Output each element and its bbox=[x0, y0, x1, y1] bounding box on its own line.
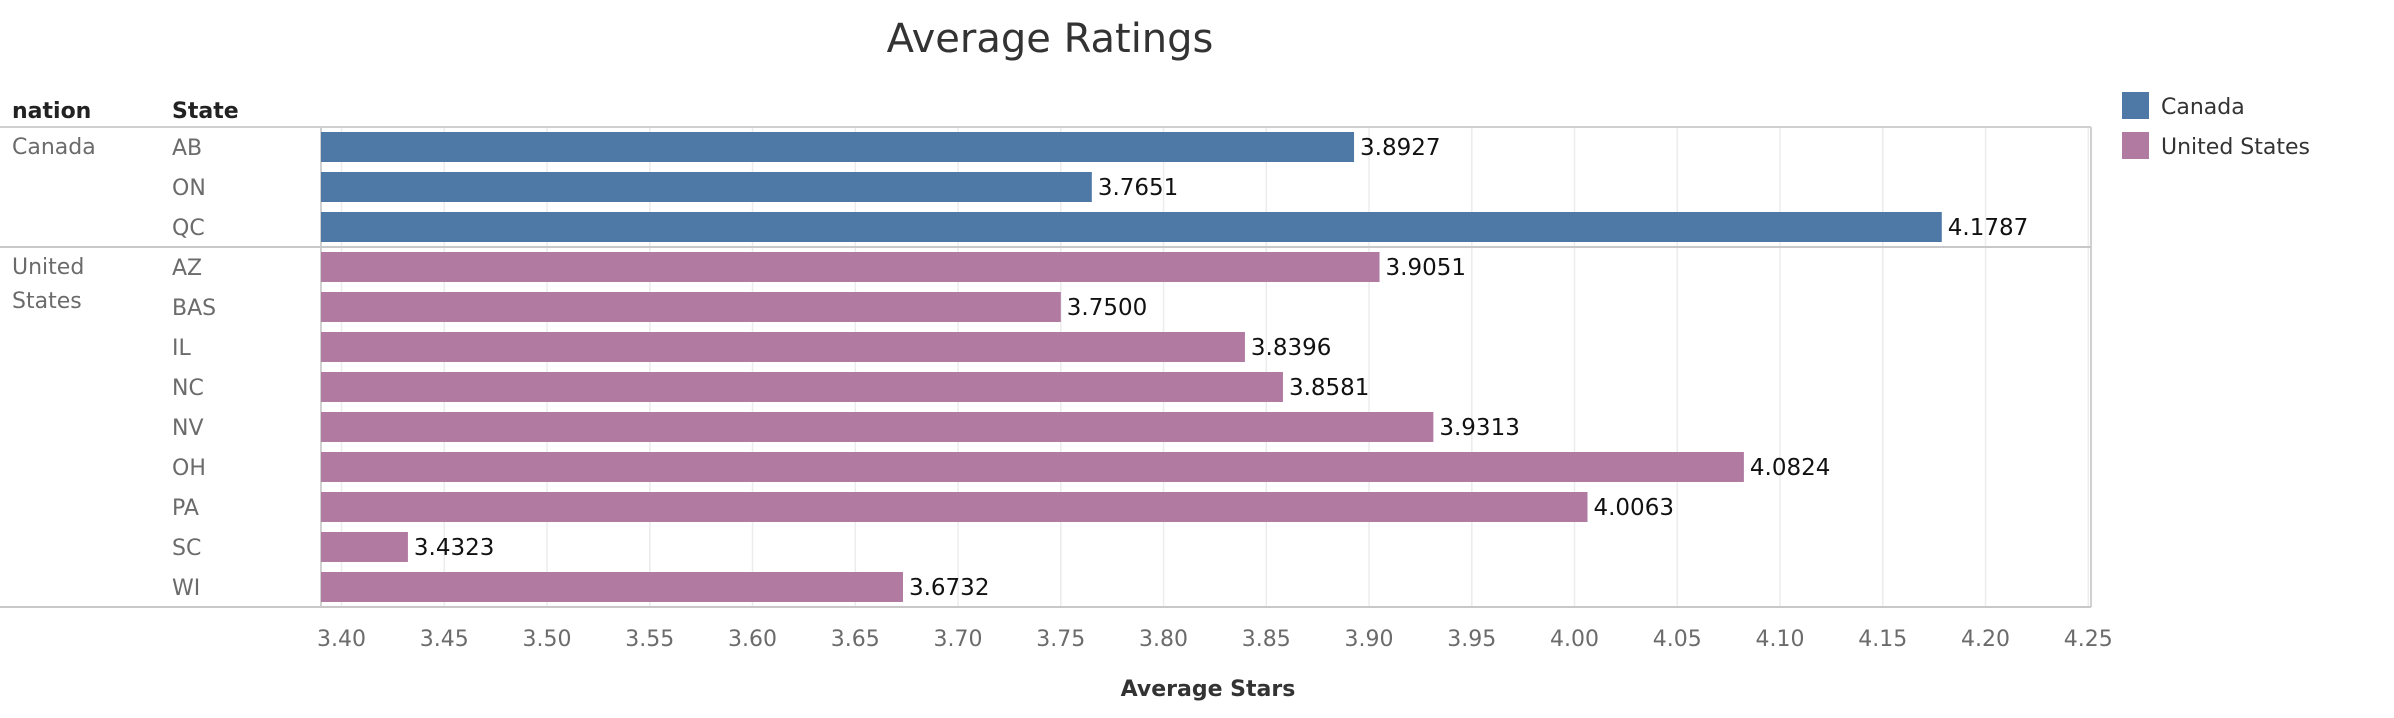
x-tick-label: 3.65 bbox=[831, 627, 880, 652]
data-label: 3.4323 bbox=[414, 535, 494, 561]
x-tick-label: 4.20 bbox=[1961, 627, 2010, 652]
state-label: NV bbox=[172, 416, 204, 441]
x-tick-label: 4.15 bbox=[1858, 627, 1907, 652]
x-tick-label: 3.75 bbox=[1036, 627, 1085, 652]
x-tick-label: 3.55 bbox=[625, 627, 674, 652]
x-tick-label: 3.60 bbox=[728, 627, 777, 652]
legend-label: United States bbox=[2161, 135, 2310, 160]
legend: Canada United States bbox=[2122, 92, 2310, 160]
x-tick-label: 4.00 bbox=[1550, 627, 1599, 652]
nation-label: United bbox=[12, 255, 84, 280]
x-tick-label: 3.50 bbox=[523, 627, 572, 652]
data-label: 3.8396 bbox=[1251, 335, 1331, 361]
data-label: 3.7651 bbox=[1098, 175, 1178, 201]
x-tick-label: 4.25 bbox=[2064, 627, 2113, 652]
bar bbox=[321, 132, 1355, 162]
state-label: PA bbox=[172, 496, 199, 521]
plot-frame bbox=[0, 126, 2092, 608]
data-label: 3.8927 bbox=[1360, 135, 1440, 161]
x-tick-label: 3.85 bbox=[1242, 627, 1291, 652]
legend-label: Canada bbox=[2161, 95, 2245, 120]
bar bbox=[321, 412, 1434, 442]
x-tick-label: 3.80 bbox=[1139, 627, 1188, 652]
state-label: NC bbox=[172, 376, 204, 401]
bar bbox=[321, 532, 408, 562]
chart-title: Average Ratings bbox=[887, 16, 1214, 62]
x-axis-title: Average Stars bbox=[1121, 677, 1296, 702]
bar bbox=[321, 492, 1588, 522]
x-tick-label: 3.95 bbox=[1447, 627, 1496, 652]
grid-lines bbox=[340, 127, 2090, 607]
bar bbox=[321, 452, 1744, 482]
data-label: 4.0824 bbox=[1750, 455, 1830, 481]
x-tick-label: 3.90 bbox=[1345, 627, 1394, 652]
data-label: 3.7500 bbox=[1067, 295, 1147, 321]
state-label: QC bbox=[172, 216, 205, 241]
bar bbox=[321, 172, 1092, 202]
state-label: AB bbox=[172, 136, 202, 161]
row-header-nation: nation bbox=[12, 99, 91, 124]
x-tick-label: 4.05 bbox=[1653, 627, 1702, 652]
row-header-state: State bbox=[172, 99, 239, 124]
bar bbox=[321, 212, 1942, 242]
x-tick-label: 3.70 bbox=[934, 627, 983, 652]
x-tick-label: 4.10 bbox=[1756, 627, 1805, 652]
bars: 3.8927 3.7651 4.1787 3.9051 3.7500 3.8396 3.85… bbox=[321, 132, 2028, 602]
state-label: ON bbox=[172, 176, 206, 201]
data-label: 4.1787 bbox=[1948, 215, 2028, 241]
state-label: WI bbox=[172, 576, 200, 601]
data-label: 3.9313 bbox=[1439, 415, 1519, 441]
legend-swatch bbox=[2122, 92, 2149, 119]
x-axis-ticks: 3.40 3.45 3.50 3.55 3.60 3.65 3.70 3.75 3.80 3.85… bbox=[317, 627, 2113, 652]
state-label: SC bbox=[172, 536, 201, 561]
x-tick-label: 3.45 bbox=[420, 627, 469, 652]
bar bbox=[321, 252, 1380, 282]
data-label: 3.8581 bbox=[1289, 375, 1369, 401]
data-label: 3.9051 bbox=[1386, 255, 1466, 281]
bar bbox=[321, 292, 1061, 322]
state-label: BAS bbox=[172, 296, 216, 321]
legend-swatch bbox=[2122, 132, 2149, 159]
state-label: IL bbox=[172, 336, 191, 361]
row-labels: Canada AB ON QC United States AZ BAS IL NC NV OH PA S… bbox=[12, 135, 216, 601]
data-label: 4.0063 bbox=[1593, 495, 1673, 521]
state-label: OH bbox=[172, 456, 206, 481]
nation-label: Canada bbox=[12, 135, 96, 160]
data-label: 3.6732 bbox=[909, 575, 989, 601]
bar bbox=[321, 572, 903, 602]
state-label: AZ bbox=[172, 256, 202, 281]
nation-label: States bbox=[12, 289, 82, 314]
bar bbox=[321, 372, 1283, 402]
bar bbox=[321, 332, 1245, 362]
x-tick-label: 3.40 bbox=[317, 627, 366, 652]
